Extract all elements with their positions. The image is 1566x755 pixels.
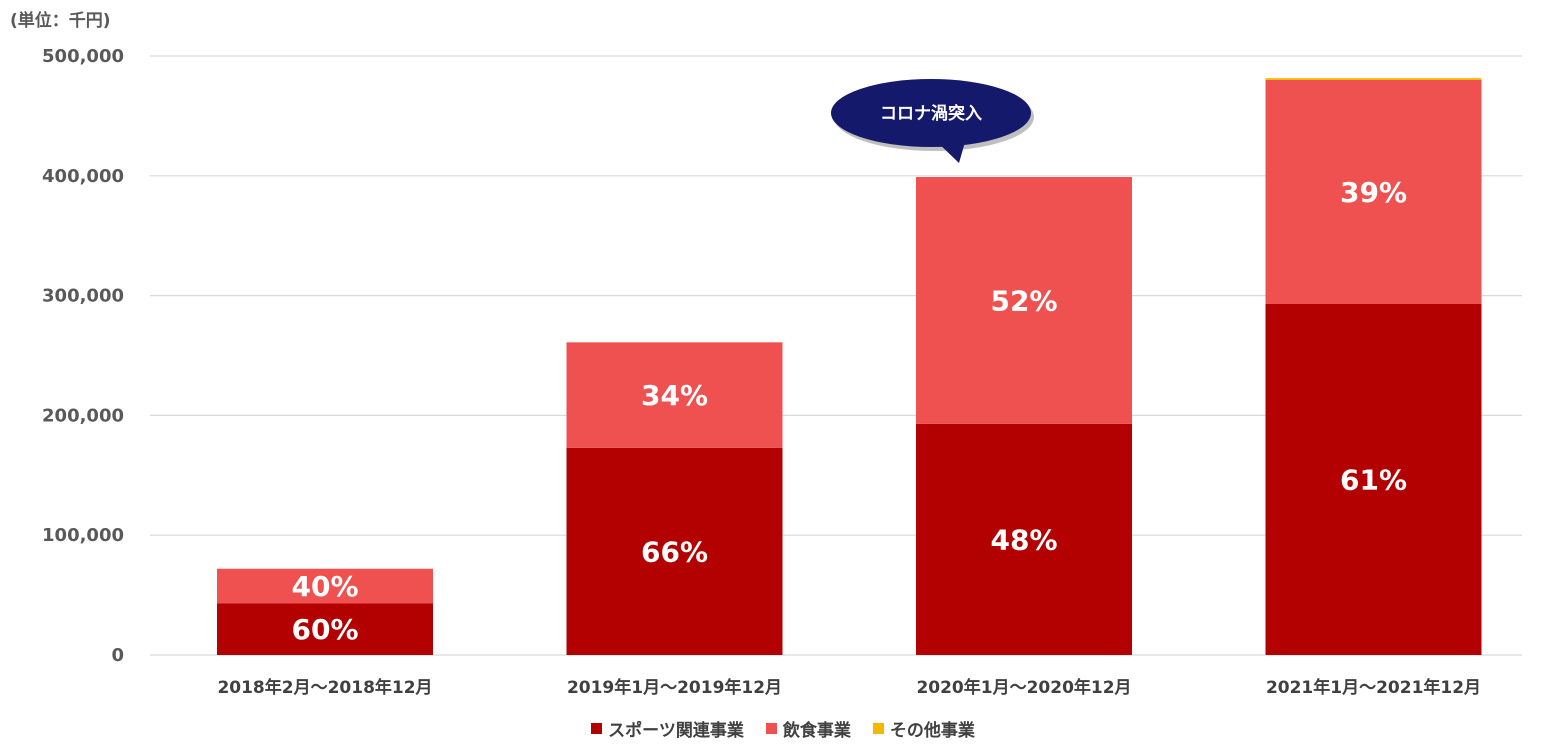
callout-bubble: コロナ渦突入 xyxy=(831,79,1034,163)
data-label: 60% xyxy=(291,613,358,646)
bar-segment xyxy=(1265,79,1482,304)
bars: 60% 40% 66% 34% 48% 52% 61% 39% xyxy=(217,78,1482,655)
bar-segment xyxy=(217,568,433,604)
x-tick-label: 2019年1月～2019年12月 xyxy=(567,677,782,698)
legend-swatch-food xyxy=(765,723,777,734)
legend-item-sports: スポーツ関連事業 xyxy=(591,716,744,741)
x-axis-labels: 2018年2月～2018年12月 2019年1月～2019年12月 2020年1月～… xyxy=(217,677,1481,698)
bar-segment xyxy=(1265,78,1482,80)
y-tick-label: 300,000 xyxy=(42,286,124,307)
x-tick-label: 2021年1月～2021年12月 xyxy=(1266,677,1481,698)
legend-label-other: その他事業 xyxy=(889,721,975,741)
bar-segment xyxy=(566,342,783,448)
x-tick-label: 2020年1月～2020年12月 xyxy=(916,677,1131,698)
bar-segment xyxy=(1265,303,1482,655)
data-label: 52% xyxy=(990,284,1057,317)
legend-swatch-sports xyxy=(591,723,603,734)
legend-label-food: 飲食事業 xyxy=(782,721,851,741)
data-label: 66% xyxy=(641,535,708,568)
callout-ellipse xyxy=(831,79,1031,147)
y-tick-label: 0 xyxy=(111,645,124,666)
bar-segment xyxy=(566,447,783,655)
y-tick-label: 200,000 xyxy=(42,405,124,426)
bar-segment xyxy=(217,603,433,655)
y-tick-label: 100,000 xyxy=(42,525,124,546)
data-label: 40% xyxy=(291,570,358,603)
y-axis-ticks: 0 100,000 200,000 300,000 400,000 500,000 xyxy=(42,46,124,666)
legend: スポーツ関連事業 飲食事業 その他事業 xyxy=(0,716,1566,741)
legend-item-food: 飲食事業 xyxy=(765,716,851,741)
x-tick-label: 2018年2月～2018年12月 xyxy=(217,677,432,698)
unit-label: (単位：千円) xyxy=(10,11,111,31)
bar-segment xyxy=(916,176,1132,424)
data-label: 39% xyxy=(1340,176,1407,209)
legend-label-sports: スポーツ関連事業 xyxy=(608,721,744,741)
callout-text: コロナ渦突入 xyxy=(880,103,982,124)
bar-segment xyxy=(916,423,1132,655)
data-label: 61% xyxy=(1340,463,1407,496)
stacked-bar-chart: 0 100,000 200,000 300,000 400,000 500,000 60%… xyxy=(42,46,1522,698)
legend-item-other: その他事業 xyxy=(872,716,975,741)
y-tick-label: 400,000 xyxy=(42,166,124,187)
data-label: 34% xyxy=(641,379,708,412)
legend-swatch-other xyxy=(872,723,884,734)
data-label: 48% xyxy=(990,523,1057,556)
y-tick-label: 500,000 xyxy=(42,46,124,67)
